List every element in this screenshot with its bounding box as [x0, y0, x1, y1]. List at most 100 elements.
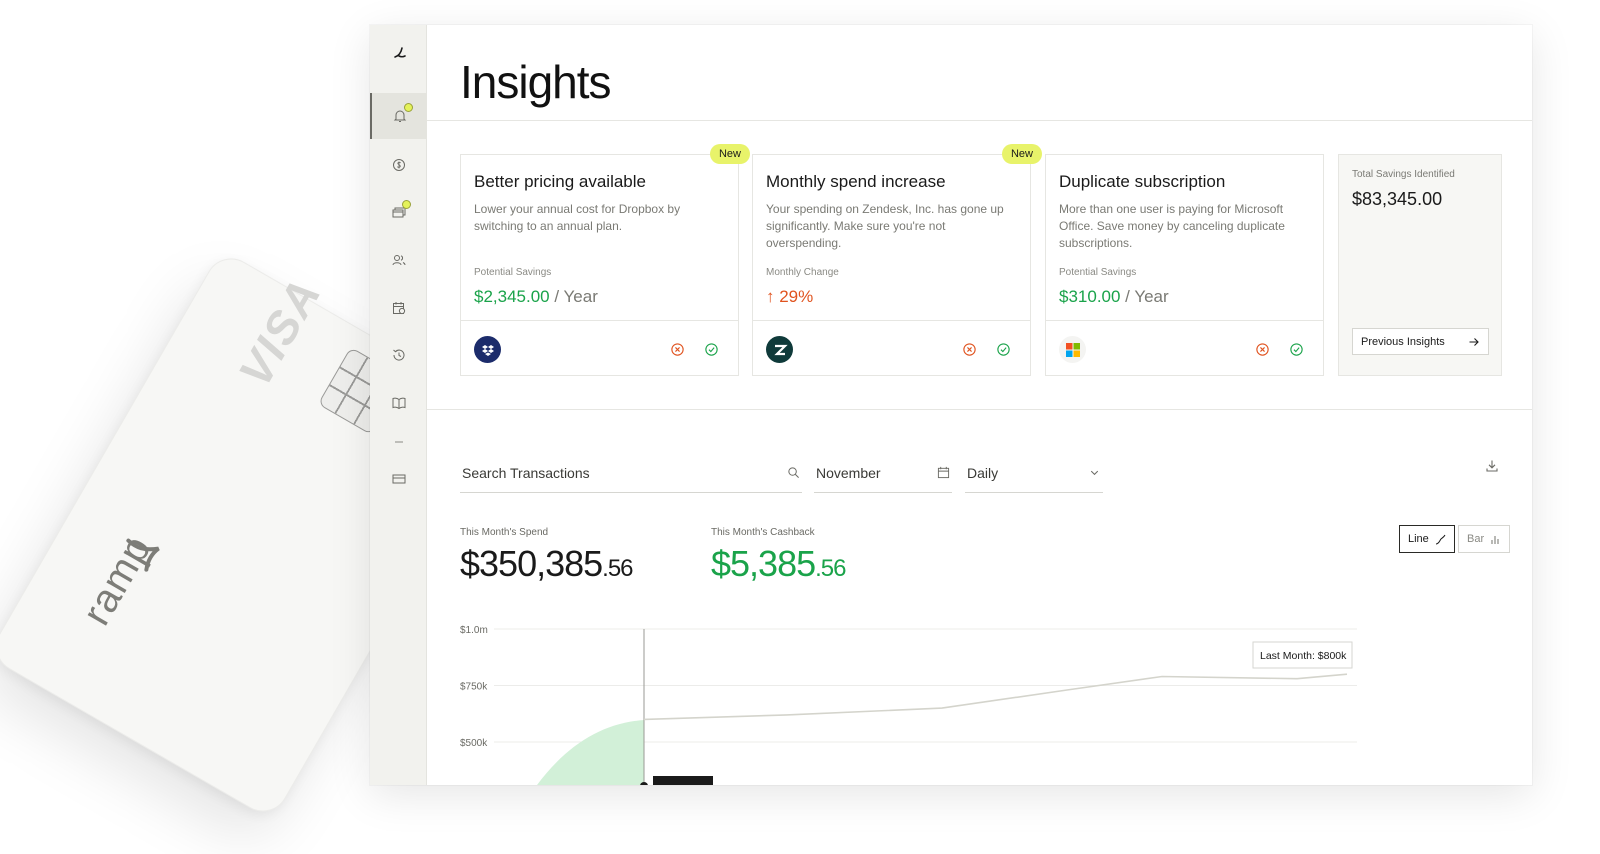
previous-insights-button[interactable]: Previous Insights — [1352, 328, 1489, 355]
last-month-line — [643, 673, 1348, 721]
ramp-logo-icon — [393, 47, 406, 58]
current-month-area — [537, 720, 644, 785]
insight-card-pricing[interactable]: New Better pricing available Lower your … — [460, 144, 750, 376]
spend-chart: $1.0m $750k $500k Last Month: $800k — [460, 625, 1357, 785]
accept-icon[interactable] — [996, 342, 1011, 357]
cashback-value: $5,385.56 — [711, 543, 846, 585]
month-value: November — [816, 464, 881, 481]
last-month-tooltip — [1252, 641, 1353, 669]
metric-value: $2,345.00 / Year — [474, 287, 598, 307]
interval-select[interactable]: Daily — [965, 453, 1103, 493]
interval-value: Daily — [967, 464, 999, 481]
calendar-icon — [392, 302, 405, 315]
line-chart-icon — [1435, 534, 1446, 544]
sidebar-item-bills[interactable] — [370, 285, 427, 331]
sidebar-item-history[interactable] — [370, 332, 427, 378]
spend-whole: $350,385 — [460, 543, 603, 584]
tooltip-text: Last Month: $800k — [1260, 650, 1347, 662]
sidebar-item-card[interactable] — [370, 456, 427, 502]
current-value-tooltip — [653, 776, 713, 785]
y-tick-label: $500k — [460, 738, 488, 749]
month-picker[interactable]: November — [814, 453, 952, 493]
accept-icon[interactable] — [704, 342, 719, 357]
card-divider — [753, 320, 1030, 321]
sidebar-divider — [370, 419, 427, 465]
dismiss-icon[interactable] — [962, 342, 977, 357]
current-point — [640, 782, 648, 785]
insight-card-spend-increase[interactable]: New Monthly spend increase Your spending… — [752, 144, 1042, 376]
y-tick-label: $750k — [460, 682, 488, 693]
search-input[interactable]: Search Transactions — [460, 453, 802, 493]
sidebar — [370, 25, 427, 785]
book-icon — [392, 397, 405, 410]
insight-description: Lower your annual cost for Dropbox by sw… — [474, 202, 681, 233]
insight-title: Monthly spend increase — [766, 172, 946, 191]
cashback-cents: .56 — [815, 555, 846, 582]
metric-value: $310.00 / Year — [1059, 287, 1169, 307]
card-body — [0, 248, 420, 822]
card-divider — [461, 320, 738, 321]
sidebar-item-spend[interactable] — [370, 142, 427, 188]
accept-icon[interactable] — [1289, 342, 1304, 357]
sidebar-item-docs[interactable] — [370, 380, 427, 426]
calendar-icon — [937, 466, 950, 479]
microsoft-logo-icon — [1059, 336, 1086, 363]
card-icon — [392, 474, 405, 484]
savings-label: Total Savings Identified — [1352, 169, 1455, 180]
insight-card-duplicate[interactable]: Duplicate subscription More than one use… — [1045, 154, 1324, 376]
metric-unit: / Year — [549, 287, 598, 306]
ramp-mark-icon — [126, 538, 160, 572]
bell-icon — [393, 110, 406, 122]
metric-unit: / Year — [1120, 287, 1169, 306]
insight-title: Duplicate subscription — [1059, 172, 1226, 191]
divider-icon — [394, 441, 403, 443]
total-savings-panel: Total Savings Identified $83,345.00 Prev… — [1338, 154, 1502, 376]
metric-amount: $310.00 — [1059, 287, 1121, 306]
cashback-whole: $5,385 — [711, 543, 816, 584]
sidebar-item-users[interactable] — [370, 237, 427, 283]
app-window: Insights New Better pricing available Lo… — [370, 25, 1532, 785]
previous-insights-label: Previous Insights — [1361, 335, 1445, 348]
page-title: Insights — [460, 56, 612, 108]
new-badge: New — [709, 144, 750, 164]
search-icon — [788, 467, 799, 478]
users-icon — [392, 255, 405, 266]
y-tick-label: $1.0m — [460, 625, 488, 636]
line-toggle[interactable]: Line — [1399, 525, 1455, 553]
cashback-label: This Month's Cashback — [711, 527, 815, 538]
notification-dot — [404, 103, 413, 112]
metric-amount: $2,345.00 — [474, 287, 550, 306]
dismiss-icon[interactable] — [670, 342, 685, 357]
metric-amount: ↑ 29% — [766, 287, 814, 306]
dismiss-icon[interactable] — [1255, 342, 1270, 357]
search-placeholder: Search Transactions — [462, 464, 590, 481]
history-icon — [392, 349, 404, 361]
divider — [427, 409, 1532, 410]
chevron-down-icon — [1090, 470, 1099, 476]
bar-toggle-label: Bar — [1467, 533, 1485, 545]
credit-card-illustration: VISA ramp — [0, 0, 420, 854]
metric-label: Potential Savings — [474, 267, 552, 278]
insight-title: Better pricing available — [474, 172, 646, 191]
spend-cents: .56 — [602, 555, 633, 582]
card-divider — [1046, 320, 1323, 321]
sidebar-item-cards[interactable] — [370, 189, 427, 235]
insight-description: More than one user is paying for Microso… — [1059, 202, 1285, 250]
dollar-icon — [392, 159, 405, 171]
divider — [427, 120, 1532, 121]
line-toggle-label: Line — [1408, 533, 1429, 545]
metric-label: Monthly Change — [766, 267, 839, 278]
spend-value: $350,385.56 — [460, 543, 634, 585]
download-icon[interactable] — [1485, 459, 1499, 473]
sidebar-item-insights[interactable] — [370, 93, 427, 139]
bar-toggle[interactable]: Bar — [1458, 525, 1511, 553]
zendesk-logo-icon — [766, 336, 793, 363]
sidebar-logo[interactable] — [370, 30, 427, 76]
metric-label: Potential Savings — [1059, 267, 1137, 278]
new-badge: New — [1001, 144, 1042, 164]
dropbox-logo-icon — [474, 336, 501, 363]
notification-dot — [402, 200, 411, 209]
insight-description: Your spending on Zendesk, Inc. has gone … — [766, 202, 1004, 250]
bar-chart-icon — [1491, 535, 1499, 544]
savings-value: $83,345.00 — [1352, 189, 1443, 209]
